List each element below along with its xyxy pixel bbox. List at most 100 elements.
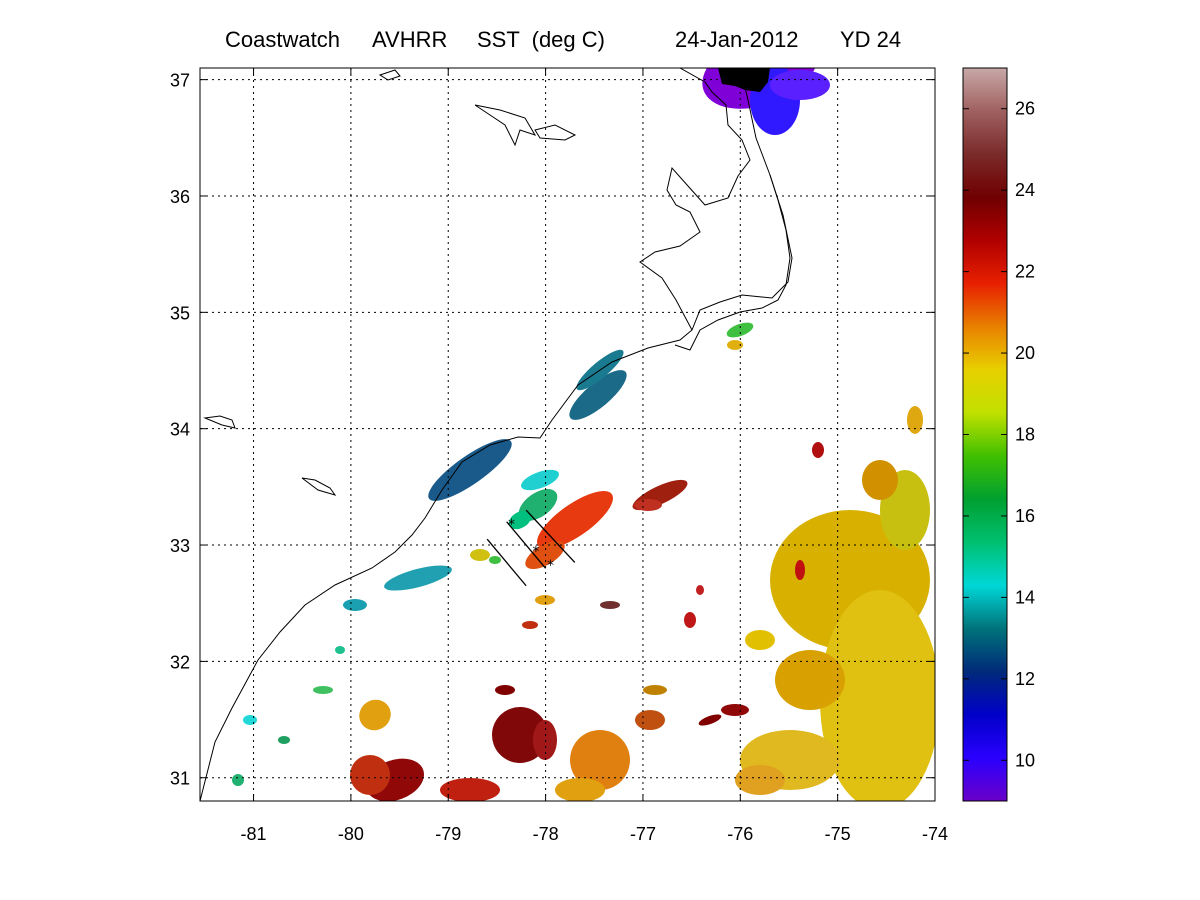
station-marker: * <box>532 544 539 560</box>
sst-patch <box>535 595 555 605</box>
sst-patch <box>643 685 667 695</box>
lat-tick-label: 32 <box>170 652 190 672</box>
sst-patch <box>508 510 532 530</box>
sst-patch <box>635 710 665 730</box>
title-date: 24-Jan-2012 <box>675 27 799 52</box>
title-product: SST (deg C) <box>477 27 605 52</box>
sst-patch <box>684 612 696 628</box>
sst-patch <box>721 704 749 716</box>
sst-patch <box>820 590 935 801</box>
sst-patch <box>727 340 743 350</box>
river-inlet-4 <box>378 69 401 81</box>
lon-tick-label: -77 <box>630 824 656 844</box>
sst-patch <box>232 774 244 786</box>
coastline-outer-banks <box>674 174 791 351</box>
sst-data-layer <box>232 68 935 801</box>
map-axes: -81 -80 -79 -78 -77 -76 -75 -74 31 32 33 34 35 36 37 <box>170 68 948 844</box>
colorbar-tick-label: 12 <box>1015 669 1035 689</box>
transect-line <box>525 509 576 563</box>
map-grid <box>200 68 935 801</box>
sst-patch <box>745 630 775 650</box>
sst-patch <box>243 715 257 725</box>
lon-tick-label: -81 <box>241 824 267 844</box>
lat-tick-label: 36 <box>170 187 190 207</box>
sst-patch <box>600 601 620 609</box>
map-title: Coastwatch AVHRR SST (deg C) 24-Jan-2012… <box>200 27 940 61</box>
lat-tick-label: 34 <box>170 420 190 440</box>
lon-tick-label: -78 <box>533 824 559 844</box>
lat-tick-label: 35 <box>170 303 190 323</box>
sst-patch <box>350 755 390 795</box>
sst-patch <box>525 541 565 569</box>
river-inlet-1 <box>301 477 337 496</box>
sst-patch <box>489 556 501 564</box>
sst-patch <box>634 499 662 511</box>
coastline <box>200 68 793 801</box>
sst-patch <box>428 439 512 501</box>
sst-patch <box>521 469 559 491</box>
sst-patch <box>770 70 830 100</box>
colorbar-tick-label: 20 <box>1015 343 1035 363</box>
sst-patch <box>522 621 538 629</box>
sst-patch <box>384 565 452 591</box>
sst-patch <box>440 778 500 801</box>
sst-patch <box>470 549 490 561</box>
colorbar-tick-label: 10 <box>1015 750 1035 770</box>
sst-patch <box>569 370 627 420</box>
sst-patch <box>537 491 613 549</box>
colorbar-tick-label: 24 <box>1015 180 1035 200</box>
station-marker: * <box>508 517 515 533</box>
transect-lines <box>486 509 576 587</box>
sst-patch <box>492 707 548 763</box>
sst-patch <box>862 460 898 500</box>
map-frame <box>199 67 936 802</box>
colorbar-tick-label: 18 <box>1015 425 1035 445</box>
sst-patch <box>698 714 722 726</box>
title-sensor: AVHRR <box>372 27 448 52</box>
sst-patch <box>495 685 515 695</box>
colorbar-ticks: 10 12 14 16 18 20 22 24 26 <box>963 99 1035 770</box>
sst-patch <box>278 736 290 744</box>
title-yearday: YD 24 <box>840 27 902 52</box>
sst-patch <box>533 720 557 760</box>
colorbar-tick-label: 14 <box>1015 587 1035 607</box>
lat-tick-label: 31 <box>170 769 190 789</box>
station-marker: * <box>547 558 554 574</box>
lat-tick-label: 37 <box>170 71 190 91</box>
lake <box>534 124 577 141</box>
sst-patch <box>775 650 845 710</box>
transect-line <box>486 538 527 587</box>
title-source: Coastwatch <box>225 27 340 52</box>
river-inlet-2 <box>474 104 537 147</box>
lat-tick-label: 33 <box>170 536 190 556</box>
colorbar-tick-label: 22 <box>1015 262 1035 282</box>
sst-patch <box>726 322 754 338</box>
transect-line <box>506 521 547 569</box>
lon-tick-label: -75 <box>825 824 851 844</box>
station-markers: * * * <box>508 517 554 574</box>
sst-patch <box>696 585 704 595</box>
colorbar-tick-label: 26 <box>1015 99 1035 119</box>
sst-patch <box>735 765 785 795</box>
lon-tick-label: -74 <box>922 824 948 844</box>
chesapeake-land-mask <box>718 68 770 92</box>
sst-patch <box>555 778 605 801</box>
coastline-mainland <box>200 73 793 801</box>
lon-tick-label: -76 <box>727 824 753 844</box>
coastline-sound <box>639 68 751 331</box>
colorbar-ramp <box>962 67 1008 802</box>
sst-patch <box>359 699 391 731</box>
sst-patch <box>343 599 367 611</box>
lon-tick-label: -80 <box>338 824 364 844</box>
colorbar: 10 12 14 16 18 20 22 24 26 <box>962 67 1035 802</box>
river-inlet-3 <box>203 415 236 429</box>
sst-patch <box>795 560 805 580</box>
sst-patch <box>570 730 630 790</box>
sst-patch <box>812 442 824 458</box>
sst-patch <box>313 686 333 694</box>
lon-tick-label: -79 <box>435 824 461 844</box>
colorbar-tick-label: 16 <box>1015 506 1035 526</box>
sst-patch <box>335 646 345 654</box>
sst-patch <box>907 406 923 434</box>
